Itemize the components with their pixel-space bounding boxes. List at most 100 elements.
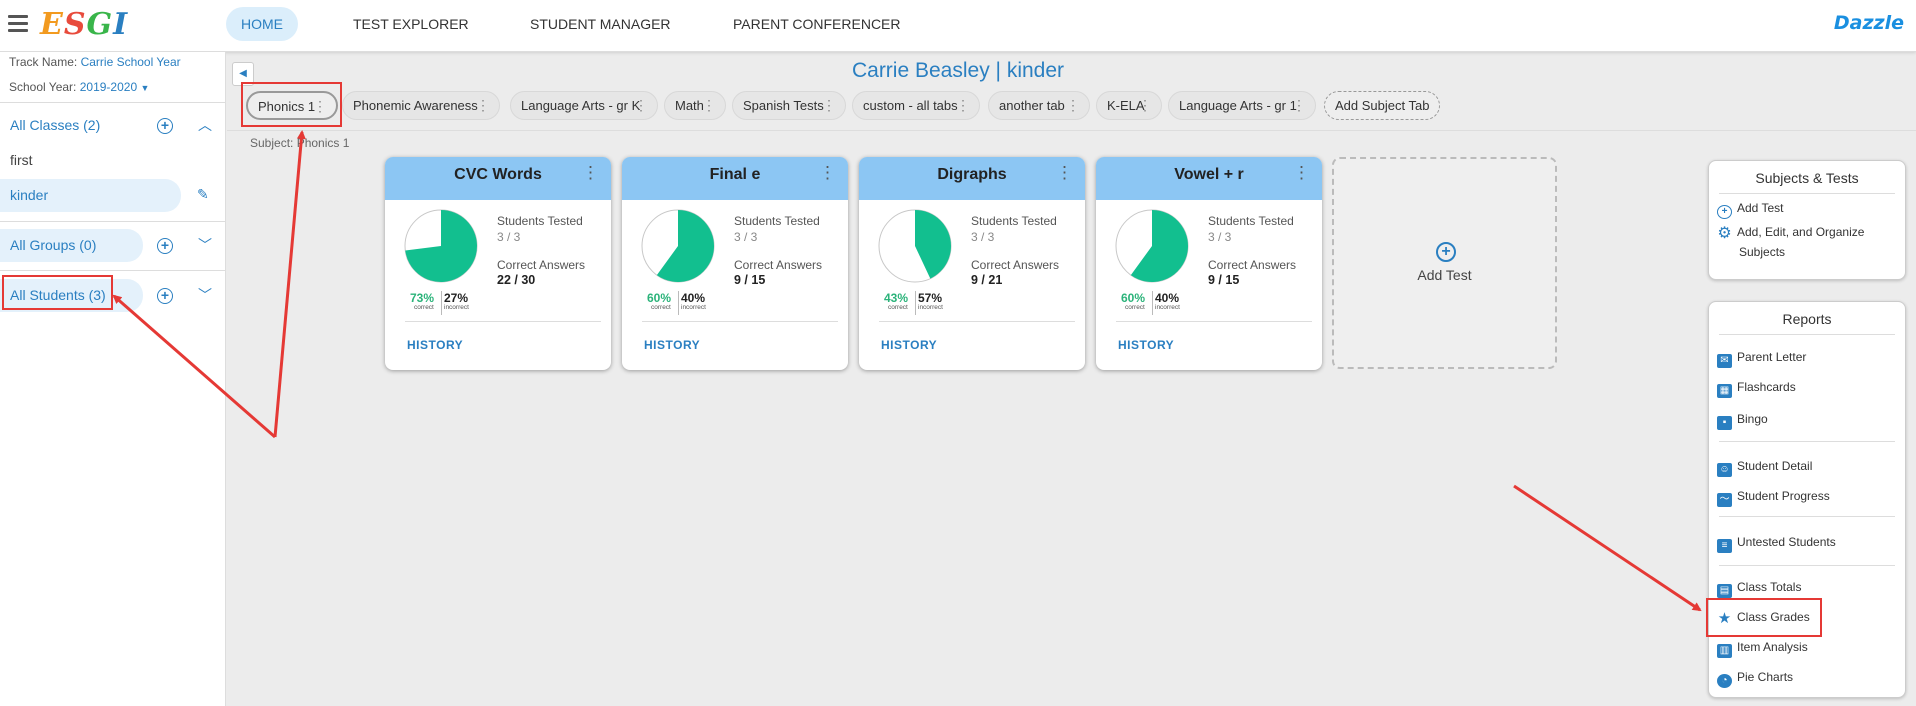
collapse-sidebar-icon[interactable]: ◀ — [232, 62, 254, 86]
tab-spanish-tests[interactable]: Spanish Tests ⋮ — [732, 91, 846, 120]
tab-label: Language Arts - gr K — [521, 98, 641, 113]
tab-label: Math — [675, 98, 704, 113]
envelope-icon: ✉ — [1717, 354, 1732, 368]
all-students[interactable]: All Students (3) — [10, 287, 106, 303]
correct-answers-label: Correct Answers — [971, 258, 1060, 272]
more-icon[interactable]: ⋮ — [1138, 97, 1152, 113]
more-icon[interactable]: ⋮ — [956, 97, 970, 113]
report-item-analysis[interactable]: ▥ Item Analysis — [1717, 640, 1808, 658]
menu-icon[interactable] — [8, 15, 28, 33]
more-icon[interactable]: ⋮ — [1066, 97, 1080, 113]
tab-math[interactable]: Math ⋮ — [664, 91, 726, 120]
correct-answers-value: 9 / 15 — [1208, 273, 1240, 287]
nav-test-explorer[interactable]: TEST EXPLORER — [353, 16, 469, 32]
incorrect-label: incorrect — [444, 304, 469, 311]
report-label: Parent Letter — [1737, 350, 1807, 364]
report-flashcards[interactable]: ▦ Flashcards — [1717, 380, 1796, 398]
students-tested-label: Students Tested — [497, 214, 583, 228]
report-class-grades[interactable]: ★ Class Grades — [1717, 610, 1810, 628]
more-icon[interactable]: ⋮ — [476, 97, 490, 113]
students-tested-label: Students Tested — [971, 214, 1057, 228]
report-label: Untested Students — [1737, 535, 1836, 549]
more-icon[interactable]: ⋮ — [1293, 163, 1310, 182]
more-icon[interactable]: ⋮ — [819, 163, 836, 182]
report-untested-students[interactable]: ≡ Untested Students — [1717, 535, 1836, 553]
score-pie-chart — [641, 209, 715, 283]
report-label: Bingo — [1737, 412, 1768, 426]
students-tested-label: Students Tested — [1208, 214, 1294, 228]
star-icon: ★ — [1717, 610, 1732, 627]
report-student-detail[interactable]: ☺ Student Detail — [1717, 459, 1812, 477]
edit-pencil-icon[interactable]: ✎ — [197, 186, 209, 202]
test-card[interactable]: Vowel + r ⋮ 60% 40% correct incorrect Students… — [1096, 157, 1322, 370]
history-link[interactable]: HISTORY — [407, 338, 464, 352]
tab-custom-all-tabs[interactable]: custom - all tabs ⋮ — [852, 91, 980, 120]
tab-phonics-1[interactable]: Phonics 1 ⋮ — [246, 91, 338, 120]
all-classes[interactable]: All Classes (2) — [10, 117, 101, 133]
report-class-totals[interactable]: ▤ Class Totals — [1717, 580, 1801, 598]
more-icon[interactable]: ⋮ — [313, 98, 327, 114]
more-icon[interactable]: ⋮ — [822, 97, 836, 113]
add-test-card[interactable]: + Add Test — [1332, 157, 1557, 369]
more-icon[interactable]: ⋮ — [702, 97, 716, 113]
more-icon[interactable]: ⋮ — [582, 163, 599, 182]
add-class-icon[interactable]: + — [157, 118, 173, 134]
pie-correct-slice — [405, 210, 477, 282]
organize-subjects-link[interactable]: ⚙ Add, Edit, and Organize — [1717, 225, 1864, 243]
clipboard-icon: ≡ — [1717, 539, 1732, 553]
tab-label: Language Arts - gr 1 — [1179, 98, 1297, 113]
caret-down-icon[interactable]: ▼ — [140, 83, 150, 93]
class-item-kinder[interactable]: kinder — [10, 187, 49, 203]
correct-answers-label: Correct Answers — [734, 258, 823, 272]
report-parent-letter[interactable]: ✉ Parent Letter — [1717, 350, 1806, 368]
chevron-down-icon[interactable]: ﹀ — [198, 287, 212, 303]
chevron-down-icon[interactable]: ﹀ — [198, 237, 212, 253]
history-link[interactable]: HISTORY — [644, 338, 701, 352]
dazzle-logo[interactable]: Dazzle — [1833, 12, 1904, 34]
correct-percent: 60% — [647, 291, 672, 305]
organize-subjects-link-2[interactable]: Subjects — [1739, 245, 1785, 263]
nav-home[interactable]: HOME — [226, 7, 298, 41]
report-label: Flashcards — [1737, 380, 1796, 394]
report-bingo[interactable]: ▪ Bingo — [1717, 412, 1768, 430]
history-link[interactable]: HISTORY — [1118, 338, 1175, 352]
test-card[interactable]: CVC Words ⋮ 73% 27% correct incorrect Students… — [385, 157, 611, 370]
pie-correct-slice — [656, 210, 715, 282]
chevron-up-icon[interactable]: ︿ — [198, 117, 212, 133]
incorrect-percent: 40% — [1155, 291, 1180, 305]
report-student-progress[interactable]: 〜 Student Progress — [1717, 489, 1830, 507]
gear-icon: ⚙ — [1717, 225, 1732, 242]
test-card[interactable]: Final e ⋮ 60% 40% correct incorrect Students T… — [622, 157, 848, 370]
track-name: Track Name: Carrie School Year — [9, 55, 181, 69]
esgi-logo[interactable]: ESGI — [40, 7, 129, 42]
annotation-box-phonics-tab — [241, 82, 342, 127]
class-item-first[interactable]: first — [10, 152, 33, 168]
add-student-icon[interactable]: + — [157, 288, 173, 304]
all-groups[interactable]: All Groups (0) — [10, 237, 97, 253]
tab-another-tab[interactable]: another tab ⋮ — [988, 91, 1090, 120]
more-icon[interactable]: ⋮ — [1292, 97, 1306, 113]
more-icon[interactable]: ⋮ — [1056, 163, 1073, 182]
correct-label: correct — [651, 304, 671, 311]
score-pie-chart — [878, 209, 952, 283]
tab-k-ela[interactable]: K-ELA ⋮ — [1096, 91, 1162, 120]
nav-student-manager[interactable]: STUDENT MANAGER — [530, 16, 671, 32]
history-link[interactable]: HISTORY — [881, 338, 938, 352]
nav-parent-conferencer[interactable]: PARENT CONFERENCER — [733, 16, 901, 32]
subjects-tests-panel: Subjects & Tests + Add Test ⚙ Add, Edit, a… — [1708, 160, 1906, 280]
tab-language-arts-1[interactable]: Language Arts - gr 1 ⋮ — [1168, 91, 1316, 120]
report-pie-charts[interactable]: ◔ Pie Charts — [1717, 670, 1793, 688]
tab-label: K-ELA — [1107, 98, 1145, 113]
correct-answers-value: 9 / 21 — [971, 273, 1003, 287]
tab-language-arts-k[interactable]: Language Arts - gr K ⋮ — [510, 91, 658, 120]
tab-phonemic-awareness[interactable]: Phonemic Awareness ⋮ — [342, 91, 500, 120]
add-subject-tab-button[interactable]: Add Subject Tab — [1324, 91, 1441, 120]
add-group-icon[interactable]: + — [157, 238, 173, 254]
year-select[interactable]: 2019-2020 — [79, 80, 138, 94]
track-value[interactable]: Carrie School Year — [80, 55, 181, 69]
correct-answers-value: 22 / 30 — [497, 273, 536, 287]
test-card[interactable]: Digraphs ⋮ 43% 57% correct incorrect Students … — [859, 157, 1085, 370]
more-icon[interactable]: ⋮ — [634, 97, 648, 113]
incorrect-percent: 40% — [681, 291, 706, 305]
add-test-link[interactable]: + Add Test — [1717, 201, 1783, 219]
